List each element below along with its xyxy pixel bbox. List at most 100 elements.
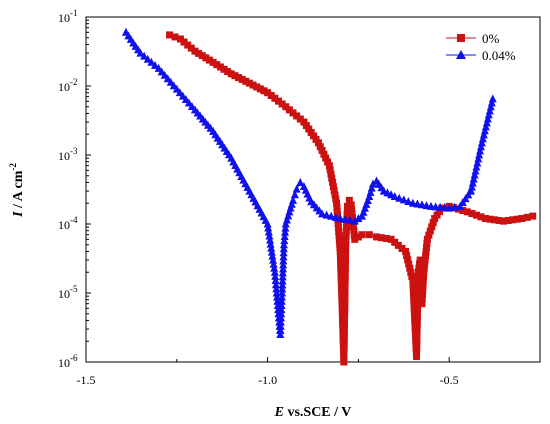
data-point: [277, 305, 286, 314]
data-point: [476, 142, 485, 151]
data-point: [280, 236, 289, 245]
data-point: [482, 215, 490, 223]
data-point: [354, 233, 362, 241]
data-point: [327, 170, 335, 178]
data-point: [278, 288, 287, 297]
data-point: [410, 294, 418, 302]
data-point: [331, 191, 339, 199]
data-point: [278, 272, 287, 281]
data-point: [450, 202, 459, 211]
y-tick-label: 10-1: [58, 8, 78, 25]
data-point: [488, 94, 497, 103]
data-point: [213, 61, 221, 69]
data-point: [166, 31, 174, 39]
data-point: [271, 276, 280, 285]
data-point: [414, 296, 422, 304]
data-point: [342, 245, 350, 253]
data-point: [270, 263, 279, 272]
data-point: [423, 244, 430, 252]
data-point: [407, 268, 415, 276]
data-point: [278, 100, 286, 108]
data-point: [278, 268, 287, 277]
data-point: [331, 212, 340, 221]
data-point: [281, 227, 290, 236]
data-point: [329, 183, 337, 191]
data-point: [342, 237, 350, 245]
data-point: [337, 276, 345, 284]
data-point: [476, 146, 485, 155]
data-point: [341, 305, 349, 313]
data-point: [147, 57, 156, 66]
data-point: [418, 295, 426, 303]
data-point: [418, 291, 426, 299]
data-point: [327, 211, 336, 220]
data-point: [413, 308, 421, 316]
data-point: [198, 52, 206, 60]
data-point: [351, 235, 359, 243]
data-point: [216, 63, 224, 71]
data-point: [340, 358, 348, 366]
series-0: [166, 31, 537, 366]
data-point: [276, 330, 285, 339]
data-point: [340, 326, 348, 334]
data-point: [325, 162, 333, 170]
data-point: [420, 264, 428, 272]
data-point: [209, 58, 217, 66]
data-point: [267, 92, 275, 100]
data-point: [336, 247, 344, 255]
data-point: [205, 56, 213, 64]
data-point: [335, 231, 343, 239]
data-point: [336, 243, 344, 251]
data-point: [340, 342, 348, 350]
legend-marker-triangle: [456, 50, 466, 59]
data-point: [340, 354, 348, 362]
data-point: [279, 240, 288, 249]
data-point: [391, 238, 399, 246]
data-point: [235, 74, 243, 82]
data-point: [477, 213, 485, 221]
data-point: [413, 316, 421, 324]
data-point: [414, 292, 422, 300]
data-point: [336, 251, 344, 259]
data-point: [269, 259, 278, 268]
data-point: [341, 277, 349, 285]
data-point: [334, 211, 342, 219]
data-point: [358, 231, 366, 239]
data-point: [184, 41, 192, 49]
x-tick-label: -1.5: [77, 373, 96, 387]
data-point: [336, 214, 345, 223]
data-point: [406, 264, 414, 272]
data-point: [405, 260, 413, 268]
data-point: [416, 256, 424, 264]
data-point: [343, 207, 351, 215]
data-point: [518, 215, 526, 223]
data-point: [264, 89, 272, 97]
data-point: [468, 178, 477, 187]
data-point: [413, 320, 421, 328]
data-point: [266, 235, 275, 244]
data-point: [195, 49, 203, 57]
data-point: [296, 177, 305, 186]
data-point: [466, 186, 475, 195]
data-point: [343, 211, 351, 219]
data-point: [341, 214, 350, 223]
data-point: [278, 284, 287, 293]
data-point: [341, 269, 349, 277]
data-point: [187, 44, 195, 52]
data-point: [316, 143, 324, 151]
data-point: [367, 183, 376, 192]
data-point: [332, 195, 340, 203]
data-point: [341, 265, 349, 273]
data-point: [341, 289, 349, 297]
data-point: [289, 109, 297, 117]
data-point: [337, 268, 345, 276]
data-point: [276, 325, 285, 334]
data-point: [272, 284, 281, 293]
data-point: [513, 215, 521, 223]
data-point: [335, 235, 343, 243]
data-point: [136, 48, 145, 57]
data-point: [314, 139, 322, 147]
x-tick-label: -0.5: [440, 373, 459, 387]
legend-label-0pct: 0%: [482, 31, 500, 46]
data-point: [191, 47, 199, 55]
